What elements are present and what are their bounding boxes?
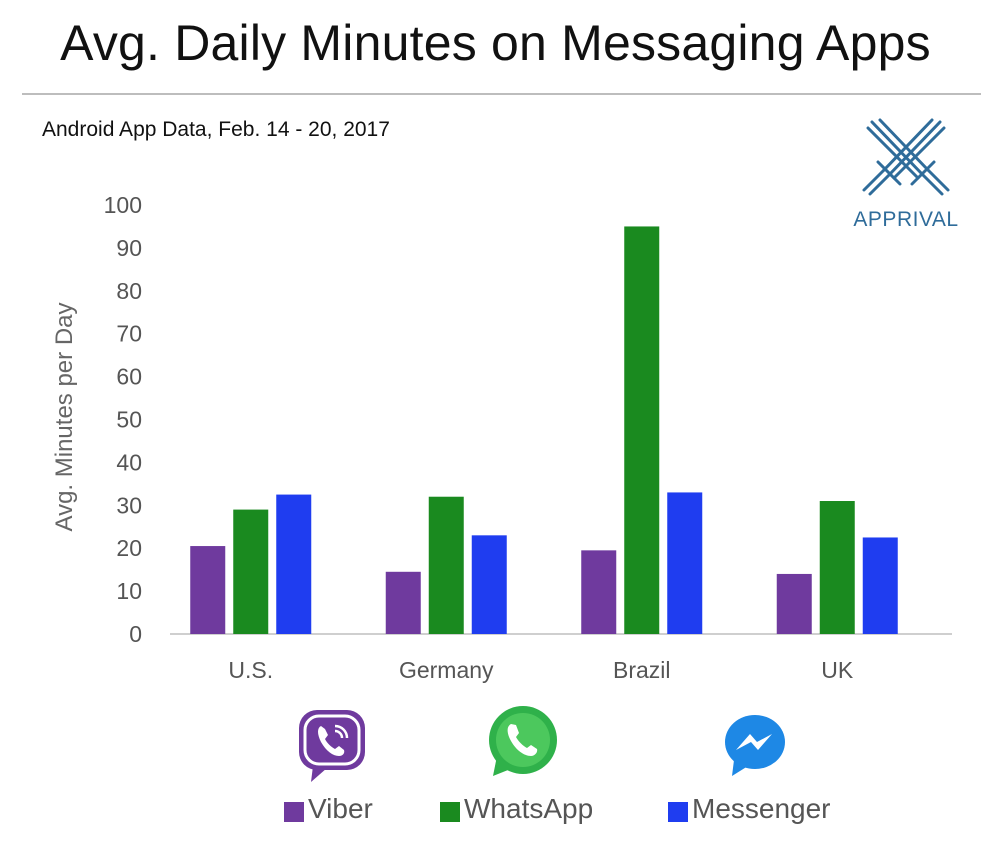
y-tick-label: 100 — [104, 192, 142, 218]
bar-viber-germany — [385, 571, 421, 634]
y-tick-label: 90 — [116, 235, 142, 261]
legend-label-messenger: Messenger — [692, 793, 831, 824]
y-tick-label: 30 — [116, 492, 142, 518]
bar-viber-uk — [776, 573, 812, 634]
y-tick-label: 80 — [116, 278, 142, 304]
legend-label-viber: Viber — [308, 793, 373, 824]
bar-viber-brazil — [581, 550, 617, 634]
bar-viber-us — [190, 546, 226, 634]
chart-title: Avg. Daily Minutes on Messaging Apps — [60, 15, 931, 71]
bar-messenger-germany — [471, 535, 507, 634]
messenger-logo-icon — [725, 715, 785, 776]
whatsapp-logo-icon — [489, 706, 557, 776]
legend-swatch-whatsapp — [440, 802, 460, 822]
y-tick-label: 50 — [116, 407, 142, 433]
chart-subtitle: Android App Data, Feb. 14 - 20, 2017 — [42, 118, 390, 141]
y-tick-label: 60 — [116, 364, 142, 390]
y-tick-label: 0 — [129, 621, 142, 647]
bar-whatsapp-brazil — [624, 226, 660, 634]
y-tick-label: 20 — [116, 535, 142, 561]
x-tick-label: U.S. — [228, 657, 273, 683]
title-divider — [22, 93, 981, 95]
bar-whatsapp-uk — [819, 501, 855, 634]
legend-label-whatsapp: WhatsApp — [464, 793, 594, 824]
bar-messenger-uk — [862, 537, 898, 634]
y-axis-label: Avg. Minutes per Day — [51, 302, 78, 532]
bar-whatsapp-germany — [428, 496, 464, 634]
x-tick-label: Germany — [399, 657, 494, 683]
apprival-logo: APPRIVAL — [850, 116, 962, 246]
x-tick-label: Brazil — [613, 657, 671, 683]
legend-swatch-messenger — [668, 802, 688, 822]
crossed-swords-icon — [862, 118, 950, 196]
y-tick-label: 10 — [116, 578, 142, 604]
x-tick-label: UK — [821, 657, 854, 683]
bar-messenger-us — [276, 494, 312, 634]
legend-swatch-viber — [284, 802, 304, 822]
y-tick-label: 70 — [116, 321, 142, 347]
bar-messenger-brazil — [667, 492, 703, 634]
brand-name: APPRIVAL — [853, 208, 959, 231]
viber-logo-icon — [299, 710, 365, 782]
y-tick-label: 40 — [116, 449, 142, 475]
bar-chart: 0 10 20 30 40 50 60 70 80 90 100 U.S. Germany Brazil U… — [104, 192, 952, 683]
bar-whatsapp-us — [233, 509, 269, 634]
